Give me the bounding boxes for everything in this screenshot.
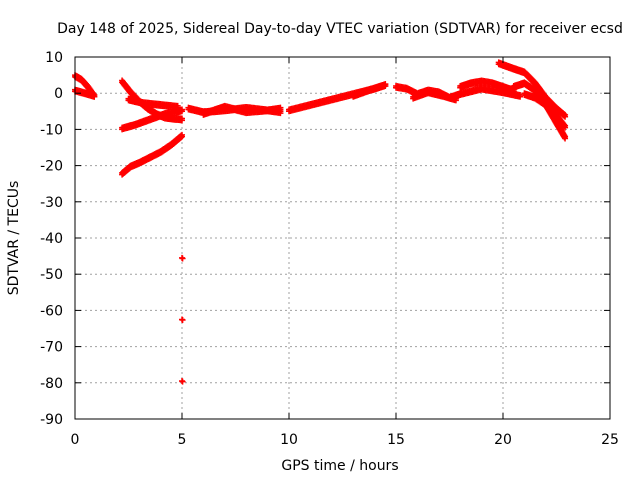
data-point [382,82,389,89]
y-tick-label: -40 [40,231,63,247]
data-point [517,93,524,100]
x-tick-label: 25 [601,432,619,448]
data-series-iso1 [179,254,186,262]
data-point [174,104,181,111]
x-tick-label: 20 [494,432,512,448]
y-tick-label: -60 [40,303,63,319]
x-tick-label: 15 [387,432,405,448]
data-point [562,113,569,120]
y-tick-label: 10 [45,50,63,66]
data-series-t14 [457,84,524,100]
data-point [562,124,569,131]
data-series-t2 [72,86,98,100]
data-point [179,317,186,324]
data-series-t13 [457,77,517,95]
data-series-iso3 [179,377,186,385]
data-point [561,112,568,119]
data-point [179,255,186,262]
y-tick-label: -30 [40,195,63,211]
y-tick-label: 0 [54,86,63,102]
data-series-iso2 [179,316,186,324]
data-point [91,93,98,100]
data-point [179,378,186,385]
data-point [179,133,185,140]
data-series-t12 [410,88,459,104]
data-series-t5 [119,131,185,178]
data-point [277,106,284,113]
y-tick-label: -20 [40,159,63,175]
x-tick-label: 5 [178,432,187,448]
x-tick-label: 10 [280,432,298,448]
y-tick-label: -90 [40,412,63,428]
data-point [562,135,569,142]
y-tick-label: -50 [40,267,63,283]
y-tick-label: -70 [40,340,63,356]
data-series-t10 [350,81,389,100]
data-series-t8 [200,102,284,118]
data-point [179,117,185,124]
data-series-t17 [521,90,569,131]
x-tick-label: 0 [71,432,80,448]
data-series-t15 [495,59,569,120]
axis-ticks: 0 5 10 15 20 25 10 0 -10 -20 -30 -40 -50 -60 -70 -80 -90 [40,50,619,448]
y-axis-label: SDTVAR / TECUs [6,181,22,296]
chart-title: Day 148 of 2025, Sidereal Day-to-day VTE… [57,21,623,37]
data-series-t6 [125,95,181,111]
data-points [72,59,569,385]
data-series-t4 [119,106,185,133]
data-point [179,108,185,115]
x-axis-label: GPS time / hours [281,458,398,474]
y-tick-label: -10 [40,122,63,138]
y-tick-label: -80 [40,376,63,392]
data-point [452,97,459,104]
